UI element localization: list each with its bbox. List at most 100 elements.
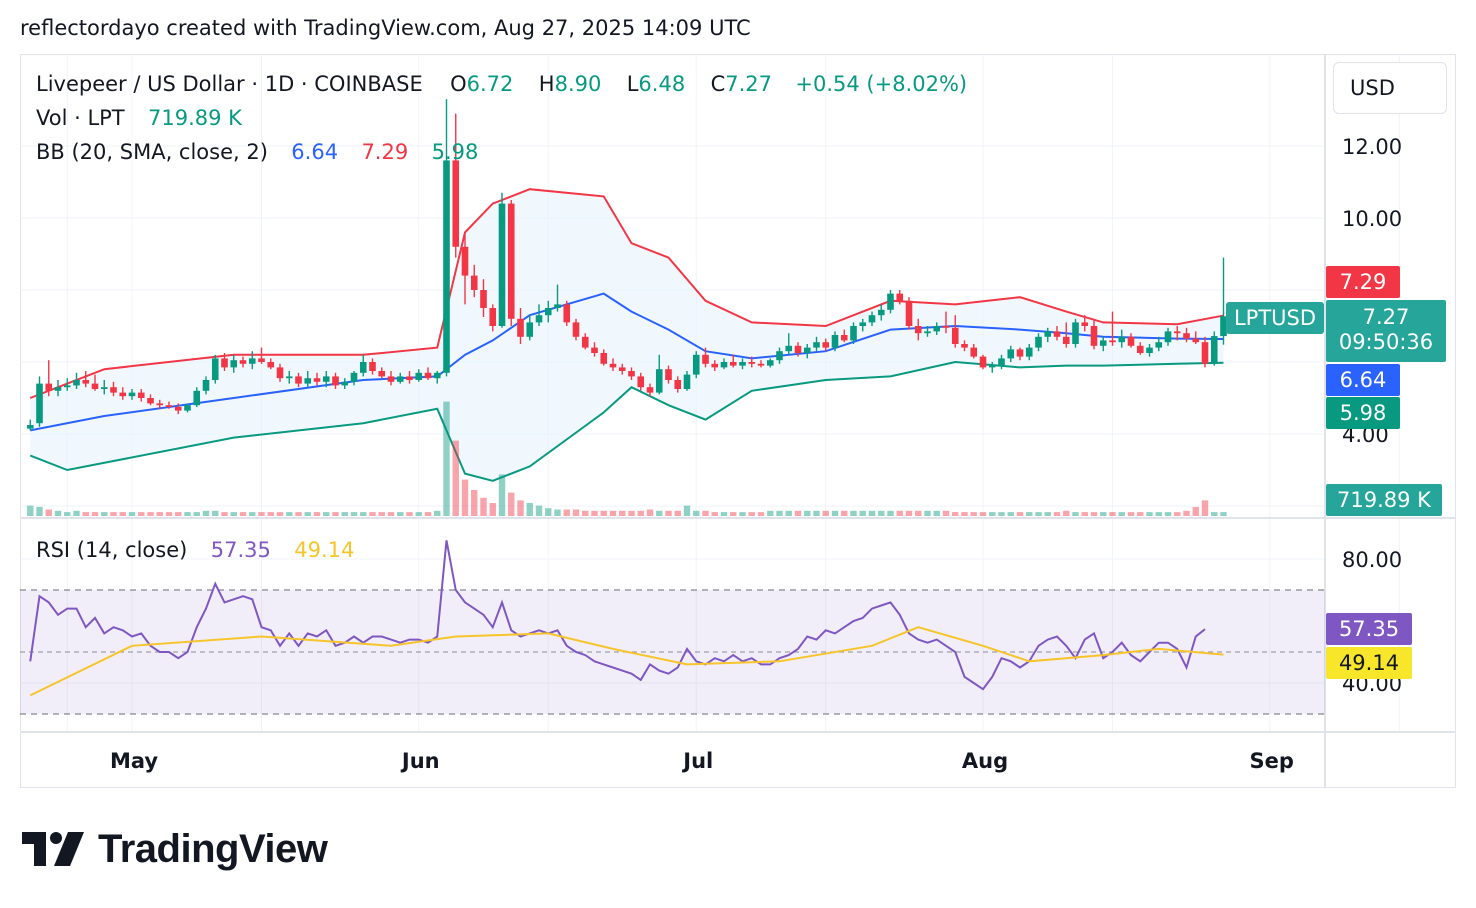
volume-bar (656, 510, 663, 516)
candle-body (1118, 336, 1126, 343)
candle-body (757, 363, 765, 366)
volume-bar (878, 510, 885, 516)
candle (609, 358, 617, 371)
candle (1192, 331, 1200, 344)
tradingview-logo[interactable]: TradingView (22, 826, 328, 872)
candle (304, 371, 312, 388)
currency-selector[interactable]: USD (1333, 62, 1447, 114)
candle (230, 354, 238, 373)
candle (1146, 344, 1153, 357)
candle (970, 344, 978, 359)
candle (341, 378, 349, 389)
candle-body (350, 372, 358, 382)
candle-body (618, 367, 626, 371)
candle (766, 358, 774, 368)
candle (452, 113, 460, 258)
bb-label: BB (20, SMA, close, 2) (36, 140, 268, 164)
legend-rsi-row[interactable]: RSI (14, close) 57.35 49.14 (36, 538, 354, 562)
candle (1090, 320, 1098, 350)
legend-volume-row[interactable]: Vol · LPT 719.89 K (36, 106, 242, 130)
candle (526, 315, 534, 341)
volume-bar (138, 512, 145, 516)
bb-basis-value: 6.64 (291, 140, 339, 164)
volume-bar (1183, 510, 1190, 516)
candle-body (276, 367, 284, 379)
candle-body (332, 376, 339, 386)
candle (258, 347, 265, 364)
volume-bar (313, 512, 321, 516)
candle (646, 383, 654, 397)
volume-bar (646, 509, 654, 516)
volume-bar (1072, 512, 1079, 516)
volume-bar (193, 512, 200, 516)
candle-body (813, 342, 820, 348)
candle (757, 360, 765, 368)
volume-bar (452, 440, 459, 516)
volume-bar (341, 512, 348, 516)
candle-body (600, 353, 608, 364)
candle-body (1025, 347, 1033, 357)
candle-body (1164, 331, 1172, 343)
candle-body (433, 372, 441, 379)
candle (63, 378, 71, 391)
candle-body (988, 365, 996, 368)
candle-body (470, 275, 478, 290)
price-tick-label: 12.00 (1342, 135, 1402, 159)
volume-bar (221, 512, 228, 516)
candle (1136, 342, 1144, 355)
candle (988, 362, 996, 373)
candle (776, 347, 783, 364)
candle-body (248, 358, 256, 364)
candle (961, 340, 968, 352)
candle (359, 354, 367, 377)
candlesticks (26, 99, 1227, 431)
candle-body (739, 362, 746, 366)
last-price-value: 7.27 (1362, 305, 1410, 329)
candle (1201, 336, 1209, 368)
candle-body (581, 336, 589, 348)
volume-bar (905, 510, 913, 516)
candle (156, 399, 164, 409)
chart-frame[interactable] (20, 54, 1456, 788)
volume-bar (295, 512, 302, 516)
candle (443, 99, 450, 377)
candle-body (230, 360, 238, 368)
volume-bar (785, 510, 792, 516)
candle (720, 358, 728, 370)
candle (480, 279, 487, 317)
candle (415, 369, 423, 382)
candle-body (100, 387, 108, 389)
candle-body (128, 392, 136, 397)
tradingview-logo-icon (22, 832, 84, 866)
volume-bar (286, 512, 293, 516)
candle (1109, 311, 1116, 346)
candle-body (424, 372, 432, 379)
time-tick-label: Sep (1250, 749, 1294, 773)
candle-body (1173, 331, 1181, 334)
candle (1062, 322, 1070, 348)
volume-bar (128, 512, 136, 516)
volume-bar (184, 512, 191, 516)
volume-bar (101, 512, 108, 516)
candle (433, 371, 441, 384)
candle-body (378, 371, 386, 377)
candle (387, 371, 395, 386)
rsi-ma-line (29, 626, 1224, 697)
candle (193, 387, 201, 407)
candle-body (489, 308, 497, 326)
symbol-badge[interactable]: LPTUSD (1226, 302, 1324, 334)
candle-body (1146, 347, 1153, 353)
candle-body (110, 387, 117, 393)
rsi-value: 57.35 (210, 538, 271, 562)
legend-bb-row[interactable]: BB (20, SMA, close, 2) 6.64 7.29 5.98 (36, 140, 478, 164)
legend-symbol-row[interactable]: Livepeer / US Dollar · 1D · COINBASE O6.… (36, 72, 967, 96)
volume-bar (424, 512, 432, 516)
rsi-ma-value: 49.14 (294, 538, 355, 562)
volume-bar (674, 510, 681, 516)
candle (1025, 344, 1033, 361)
bb-upper-badge: 7.29 (1326, 266, 1400, 298)
candle (544, 300, 552, 323)
tradingview-logo-text: TradingView (98, 826, 328, 871)
